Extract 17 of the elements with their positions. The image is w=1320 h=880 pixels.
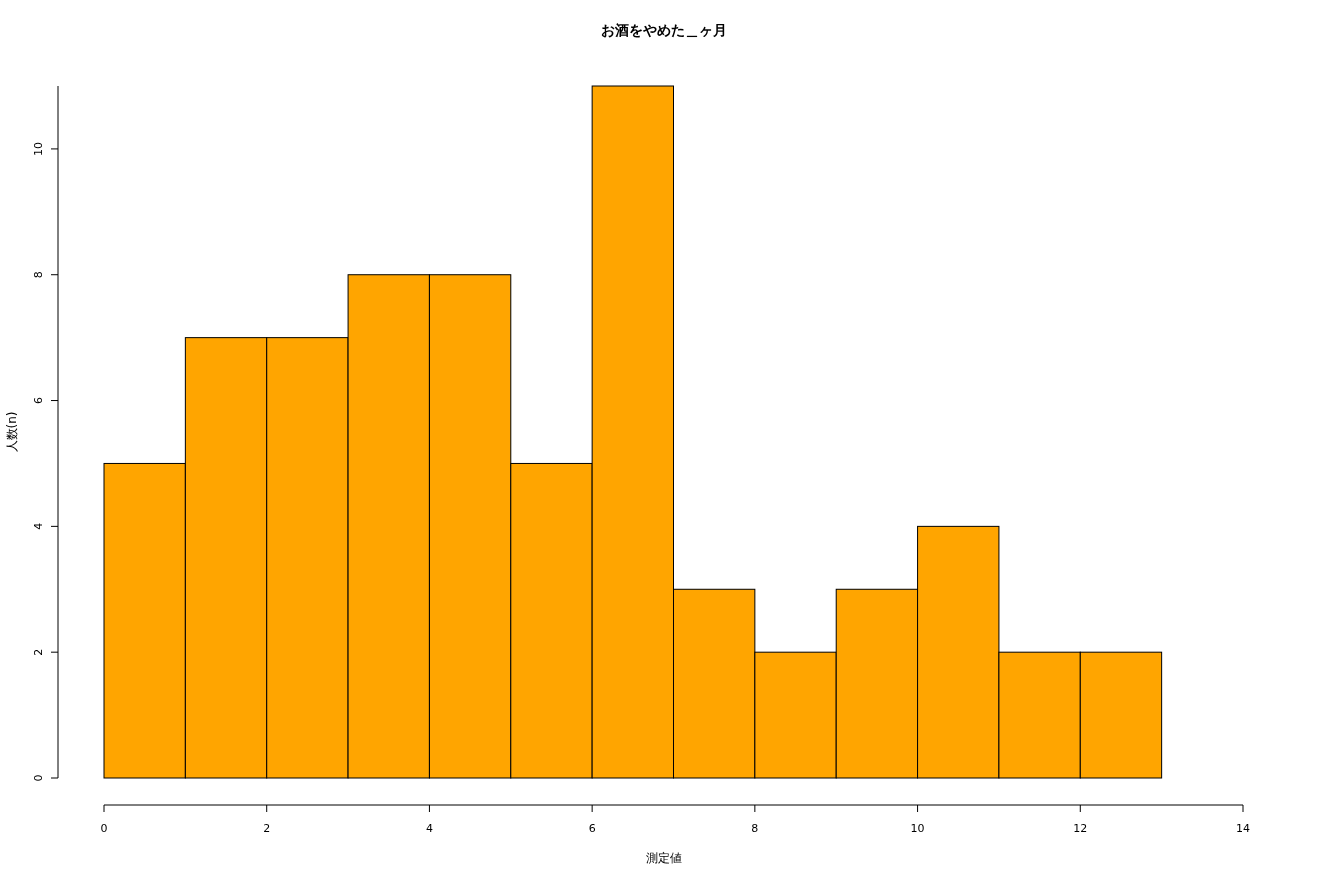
y-tick-label: 6: [32, 397, 45, 405]
x-tick-label: 14: [1236, 822, 1250, 835]
x-tick-label: 12: [1073, 822, 1088, 835]
x-axis-title: 測定値: [645, 851, 682, 865]
y-tick-label: 8: [32, 271, 45, 279]
x-tick-label: 8: [751, 822, 759, 835]
x-tick-label: 0: [100, 822, 108, 835]
x-tick-label: 10: [910, 822, 925, 835]
y-tick-label: 4: [32, 522, 45, 530]
y-tick-label: 0: [32, 774, 45, 782]
y-tick-label: 10: [32, 141, 45, 156]
x-tick-label: 6: [588, 822, 596, 835]
y-tick-label: 2: [32, 648, 45, 656]
x-tick-label: 2: [263, 822, 271, 835]
chart-title: お酒をやめた＿ヶ月: [600, 22, 727, 38]
x-tick-label: 4: [425, 822, 433, 835]
y-axis-title: 人数(n): [5, 411, 19, 453]
